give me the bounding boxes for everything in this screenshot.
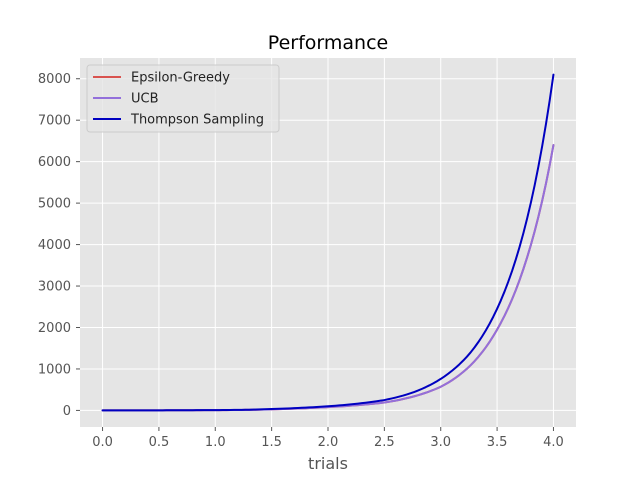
y-tick-label: 7000 (38, 114, 71, 129)
x-tick-label: 1.0 (205, 435, 226, 450)
x-tick-label: 1.5 (261, 435, 282, 450)
legend: Epsilon-Greedy UCB Thompson Sampling (86, 64, 280, 133)
chart-title: Performance (268, 32, 388, 54)
legend-label-epsilon-greedy: Epsilon-Greedy (131, 71, 230, 86)
y-tick-label: 4000 (38, 238, 71, 253)
y-tick-label: 6000 (38, 155, 71, 170)
x-tick-label: 3.0 (430, 435, 451, 450)
y-tick-label: 5000 (38, 197, 71, 212)
y-tick-label: 1000 (38, 362, 71, 377)
x-tick-label: 2.5 (374, 435, 395, 450)
y-tick-label: 0 (63, 404, 71, 419)
x-tick-label: 0.0 (92, 435, 113, 450)
y-tick-label: 3000 (38, 280, 71, 295)
x-tick-label: 3.5 (487, 435, 508, 450)
series-lines (101, 73, 555, 412)
x-tick-label: 0.5 (149, 435, 170, 450)
x-tick-label: 2.0 (318, 435, 339, 450)
y-tick-label: 2000 (38, 321, 71, 336)
x-tick-label: 4.0 (543, 435, 564, 450)
legend-label-ucb: UCB (131, 92, 159, 107)
axis-ticks: 0.0 0.5 1.0 1.5 2.0 2.5 3.0 3.5 4.0 0 1000 2000 3000… (38, 72, 564, 450)
x-axis-title: trials (308, 454, 348, 473)
y-tick-label: 8000 (38, 72, 71, 87)
grid (80, 58, 576, 427)
legend-box (86, 64, 280, 133)
series-line-thompson-sampling (101, 73, 555, 412)
legend-label-thompson-sampling: Thompson Sampling (130, 113, 264, 128)
